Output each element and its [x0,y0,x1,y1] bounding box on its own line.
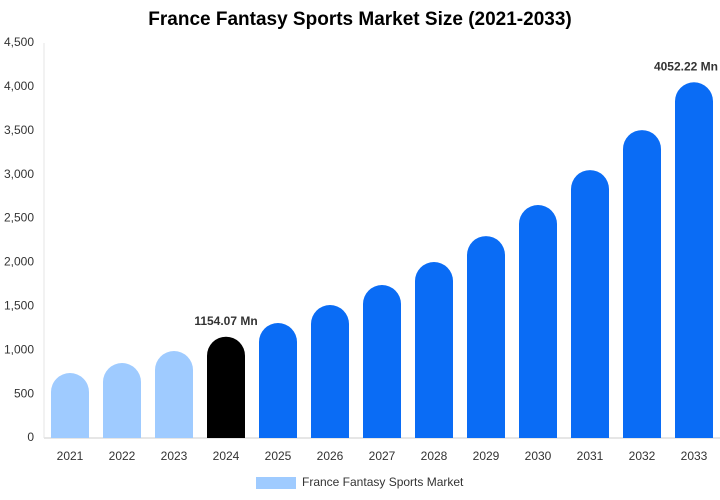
bar [571,170,609,438]
x-tick-label: 2026 [317,449,344,463]
x-tick-label: 2027 [369,449,396,463]
x-tick-label: 2032 [629,449,656,463]
bar [519,205,557,438]
bar [51,373,89,438]
x-tick-label: 2024 [213,449,240,463]
bar [103,363,141,438]
x-tick-label: 2022 [109,449,136,463]
x-tick-label: 2031 [577,449,604,463]
y-tick-label: 500 [14,386,34,400]
bar [259,323,297,438]
y-tick-label: 1,000 [4,342,34,356]
y-tick-label: 1,500 [4,299,34,313]
x-tick-label: 2023 [161,449,188,463]
y-tick-label: 4,000 [4,79,34,93]
y-tick-label: 3,000 [4,167,34,181]
bar [311,305,349,438]
y-tick-label: 3,500 [4,123,34,137]
x-tick-label: 2025 [265,449,292,463]
bar [207,336,245,438]
x-tick-label: 2030 [525,449,552,463]
bar [415,262,453,438]
bar [155,351,193,438]
x-tick-label: 2021 [57,449,84,463]
x-tick-label: 2029 [473,449,500,463]
legend-swatch [256,477,296,489]
bar [623,130,661,438]
legend-label: France Fantasy Sports Market [302,475,464,489]
y-tick-label: 2,500 [4,211,34,225]
value-label: 1154.07 Mn [194,314,257,328]
y-tick-label: 0 [27,430,34,444]
bar [467,236,505,438]
bar [675,82,713,439]
y-tick-label: 2,000 [4,255,34,269]
y-tick-label: 4,500 [4,35,34,49]
value-label: 4052.22 Mn [654,59,718,73]
x-tick-label: 2033 [681,449,708,463]
bar [363,285,401,438]
x-tick-label: 2028 [421,449,448,463]
chart-title: France Fantasy Sports Market Size (2021-… [148,9,571,30]
